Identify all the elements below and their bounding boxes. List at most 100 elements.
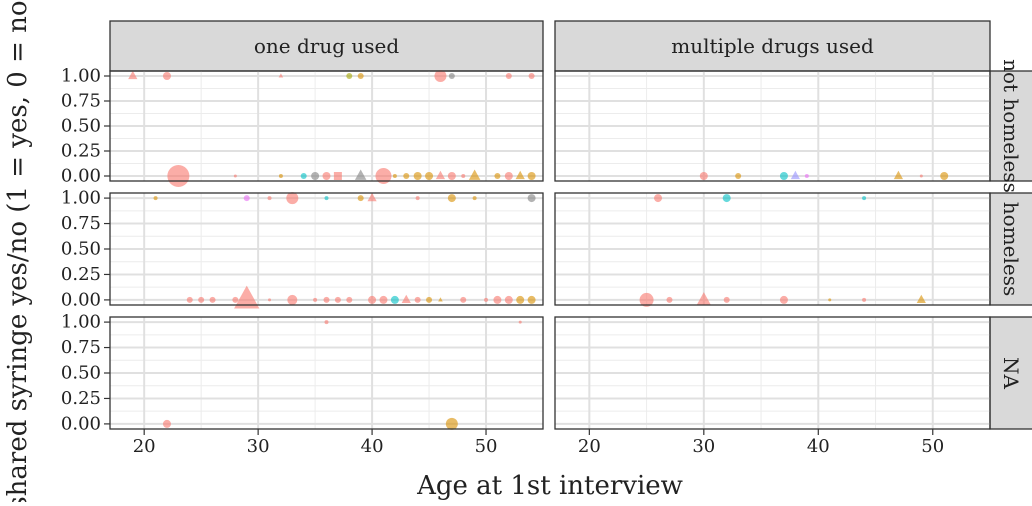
data-point	[468, 169, 481, 180]
panel	[110, 193, 543, 305]
data-point	[505, 73, 512, 79]
data-point	[390, 295, 399, 304]
data-point	[162, 72, 171, 80]
y-tick-label: 1.00	[61, 66, 101, 87]
data-point	[198, 296, 205, 303]
panel	[110, 71, 543, 181]
data-point	[435, 170, 446, 180]
data-point	[209, 296, 216, 303]
data-point	[268, 298, 272, 302]
data-point	[368, 295, 377, 304]
data-point	[527, 295, 536, 304]
x-tick-label: 30	[692, 436, 715, 457]
data-point	[300, 173, 307, 179]
data-point	[779, 172, 788, 180]
data-point	[324, 320, 329, 325]
data-point	[414, 296, 421, 303]
panel-border	[554, 192, 991, 306]
data-point	[493, 295, 502, 304]
data-point	[322, 172, 331, 180]
data-point	[323, 296, 330, 303]
data-point	[267, 196, 272, 201]
data-point	[413, 172, 422, 180]
data-point	[425, 172, 434, 180]
row-strip	[989, 316, 1032, 430]
data-point	[162, 419, 171, 428]
col-strip-label: one drug used	[254, 34, 400, 58]
data-point	[415, 196, 420, 201]
panel	[555, 71, 990, 181]
data-point	[333, 172, 342, 180]
y-tick-label: 0.00	[61, 289, 101, 310]
data-point	[286, 192, 299, 205]
y-tick-label: 1.00	[61, 188, 101, 209]
panel-border	[554, 70, 991, 182]
data-point	[346, 296, 353, 303]
col-strip-label: multiple drugs used	[671, 34, 874, 58]
data-point	[790, 170, 800, 180]
panel-border	[554, 316, 991, 430]
data-point	[723, 296, 730, 303]
data-point	[234, 285, 260, 309]
data-point	[528, 73, 535, 79]
y-axis-title: shared syringe yes/no (1 = yes, 0 = no)	[3, 0, 33, 502]
data-point	[504, 295, 513, 304]
data-point	[654, 194, 663, 203]
panel	[555, 193, 990, 305]
y-tick-label: 0.25	[61, 141, 101, 162]
data-point	[311, 172, 320, 180]
data-point	[313, 297, 318, 302]
data-point	[392, 174, 397, 178]
data-point	[639, 292, 654, 307]
data-point	[779, 295, 788, 304]
data-point	[379, 295, 388, 304]
data-point	[434, 70, 447, 82]
data-point	[447, 194, 456, 203]
x-axis-title: Age at 1st interview	[416, 471, 683, 501]
row-strip-label: not homeless	[999, 59, 1023, 193]
data-point	[666, 296, 673, 303]
data-point	[367, 192, 377, 202]
data-point	[722, 194, 731, 203]
data-point	[472, 196, 477, 201]
y-tick-label: 0.00	[61, 413, 101, 434]
data-point	[186, 296, 193, 303]
x-tick-label: 50	[921, 436, 944, 457]
data-point	[354, 169, 367, 180]
data-point	[346, 73, 353, 79]
data-point	[445, 417, 458, 430]
y-tick-label: 1.00	[61, 312, 101, 333]
y-tick-label: 0.50	[61, 116, 101, 137]
row-strip-label: homeless	[999, 202, 1023, 296]
data-point	[447, 172, 456, 180]
data-point	[375, 168, 392, 184]
data-point	[484, 297, 489, 302]
data-point	[919, 174, 923, 178]
x-tick-label: 30	[247, 436, 270, 457]
y-tick-label: 0.75	[61, 213, 101, 234]
data-point	[243, 195, 250, 202]
data-point	[403, 173, 410, 179]
panel	[110, 317, 543, 429]
data-point	[893, 170, 904, 180]
data-point	[128, 70, 138, 80]
data-point	[357, 195, 364, 202]
panel	[555, 317, 990, 429]
y-tick-label: 0.25	[61, 264, 101, 285]
data-point	[518, 320, 522, 324]
data-point	[438, 297, 443, 302]
col-strip	[109, 20, 544, 72]
x-tick-label: 20	[133, 436, 156, 457]
x-tick-label: 50	[475, 436, 498, 457]
data-point	[494, 173, 501, 179]
data-point	[153, 196, 158, 201]
data-point	[862, 196, 867, 201]
data-point	[334, 296, 341, 303]
y-tick-label: 0.75	[61, 337, 101, 358]
data-point	[527, 194, 536, 203]
data-point	[516, 295, 525, 304]
data-point	[233, 174, 237, 178]
data-point	[515, 170, 525, 180]
